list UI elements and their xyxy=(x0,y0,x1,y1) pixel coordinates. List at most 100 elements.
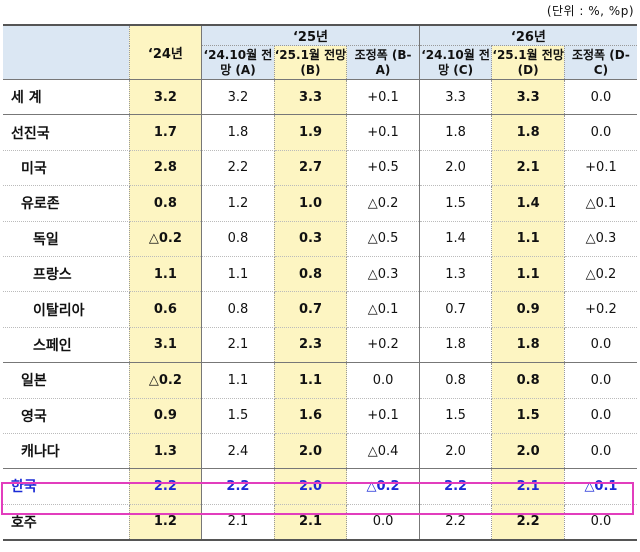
table-row: 영국 0.9 1.5 1.6 +0.1 1.5 1.5 0.0 xyxy=(3,398,637,434)
header-year-25: ‘25년 xyxy=(201,25,420,46)
table-cell: 1.2 xyxy=(128,504,203,541)
table-cell: 0.0 xyxy=(563,114,637,151)
row-label: 세 계 xyxy=(3,79,130,116)
table-cell: 3.1 xyxy=(128,327,203,364)
table-cell: △0.2 xyxy=(346,185,420,222)
table-cell: 1.5 xyxy=(418,185,493,222)
table-cell: 0.7 xyxy=(418,291,493,328)
header-country xyxy=(3,25,130,80)
row-label: 호주 xyxy=(3,504,130,541)
table-cell: 0.0 xyxy=(346,504,420,541)
table-cell: +0.1 xyxy=(346,114,420,151)
table-cell: 0.3 xyxy=(273,221,348,257)
table-cell: 0.0 xyxy=(563,398,637,434)
unit-note: (단위 : %, %p) xyxy=(546,4,634,18)
table-cell: 2.0 xyxy=(418,433,493,470)
table-cell: 1.8 xyxy=(201,114,275,151)
table-cell: 2.0 xyxy=(491,433,565,470)
table-cell: 0.6 xyxy=(128,291,203,328)
row-label: 스페인 xyxy=(3,327,130,364)
table-cell: 2.8 xyxy=(128,150,203,187)
table-cell: △0.5 xyxy=(346,221,420,257)
table-cell: 0.0 xyxy=(346,362,420,399)
table-cell: 3.3 xyxy=(491,79,565,116)
table-cell: 2.1 xyxy=(201,504,275,541)
table-cell: 1.7 xyxy=(128,114,203,151)
table-cell: 0.9 xyxy=(491,291,565,328)
table-cell: 3.3 xyxy=(418,79,493,116)
table-cell: 1.6 xyxy=(273,398,348,434)
table-cell: △0.3 xyxy=(346,256,420,293)
header-year-24: ‘24년 xyxy=(128,25,203,80)
table-cell: △0.2 xyxy=(128,221,203,257)
table-cell: 1.8 xyxy=(418,114,493,151)
table-cell: 0.8 xyxy=(128,185,203,222)
row-label: 프랑스 xyxy=(3,256,130,293)
table-cell: 3.2 xyxy=(128,79,203,116)
table-cell: 1.4 xyxy=(491,185,565,222)
table-cell: △0.1 xyxy=(563,468,637,505)
table-cell: 2.2 xyxy=(418,504,493,541)
table-cell: 1.1 xyxy=(491,256,565,293)
table-cell: 1.1 xyxy=(273,362,348,399)
table-cell: △0.2 xyxy=(346,468,420,505)
table-cell: 2.1 xyxy=(201,327,275,364)
table-cell: 2.1 xyxy=(273,504,348,541)
table-cell: 0.7 xyxy=(273,291,348,328)
table-cell: △0.4 xyxy=(346,433,420,470)
table-row: 이탈리아 0.6 0.8 0.7 △0.1 0.7 0.9 +0.2 xyxy=(3,291,637,328)
growth-forecast-table: ‘24년 ‘25년 ‘26년 ‘24.10월 전망 (A) ‘25.1월 전망 … xyxy=(3,24,637,542)
table-cell: 0.8 xyxy=(491,362,565,399)
table-cell: 0.0 xyxy=(563,433,637,470)
table-cell: 1.1 xyxy=(128,256,203,293)
table-cell: 2.2 xyxy=(491,504,565,541)
header-sub: 조정폭 (D-C) xyxy=(563,45,637,80)
table-row: 독일 △0.2 0.8 0.3 △0.5 1.4 1.1 △0.3 xyxy=(3,221,637,257)
table-cell: 0.8 xyxy=(201,221,275,257)
table-row: 일본 △0.2 1.1 1.1 0.0 0.8 0.8 0.0 xyxy=(3,362,637,399)
row-label: 영국 xyxy=(3,398,130,434)
header-sub: ‘25.1월 전망 (D) xyxy=(491,45,565,80)
header-sub: 조정폭 (B-A) xyxy=(346,45,420,80)
table-cell: 2.4 xyxy=(201,433,275,470)
table-cell: △0.3 xyxy=(563,221,637,257)
table-cell: 1.5 xyxy=(418,398,493,434)
row-label: 선진국 xyxy=(3,114,130,151)
table-cell: 2.2 xyxy=(201,150,275,187)
table-cell: 1.1 xyxy=(491,221,565,257)
table-cell: 2.0 xyxy=(418,150,493,187)
row-label: 미국 xyxy=(3,150,130,187)
table-cell: 2.3 xyxy=(273,327,348,364)
table-cell: +0.1 xyxy=(346,79,420,116)
table-cell: +0.5 xyxy=(346,150,420,187)
table-cell: 2.2 xyxy=(201,468,275,505)
table-row: 미국 2.8 2.2 2.7 +0.5 2.0 2.1 +0.1 xyxy=(3,150,637,187)
table-cell: 2.2 xyxy=(418,468,493,505)
table-cell: 1.3 xyxy=(128,433,203,470)
table-row: 선진국 1.7 1.8 1.9 +0.1 1.8 1.8 0.0 xyxy=(3,114,637,151)
table-cell: △0.2 xyxy=(563,256,637,293)
table-cell: 2.1 xyxy=(491,150,565,187)
row-label: 이탈리아 xyxy=(3,291,130,328)
header-sub: ‘25.1월 전망 (B) xyxy=(273,45,348,80)
header-year-26: ‘26년 xyxy=(418,25,637,46)
table-cell: 1.5 xyxy=(201,398,275,434)
table-cell: +0.2 xyxy=(346,327,420,364)
table-cell: 1.8 xyxy=(491,114,565,151)
table-cell: 2.2 xyxy=(128,468,203,505)
table-cell: 0.0 xyxy=(563,79,637,116)
table-cell: 1.4 xyxy=(418,221,493,257)
row-label: 독일 xyxy=(3,221,130,257)
table-cell: 1.8 xyxy=(418,327,493,364)
table-cell: 2.0 xyxy=(273,468,348,505)
header-sub: ‘24.10월 전망 (A) xyxy=(201,45,275,80)
table-cell: 1.8 xyxy=(491,327,565,364)
table-cell: △0.1 xyxy=(346,291,420,328)
table-cell: 1.5 xyxy=(491,398,565,434)
table-cell: △0.1 xyxy=(563,185,637,222)
table-cell: 3.3 xyxy=(273,79,348,116)
row-label: 유로존 xyxy=(3,185,130,222)
table-cell: 0.8 xyxy=(201,291,275,328)
row-label: 일본 xyxy=(3,362,130,399)
table-cell: 0.8 xyxy=(273,256,348,293)
